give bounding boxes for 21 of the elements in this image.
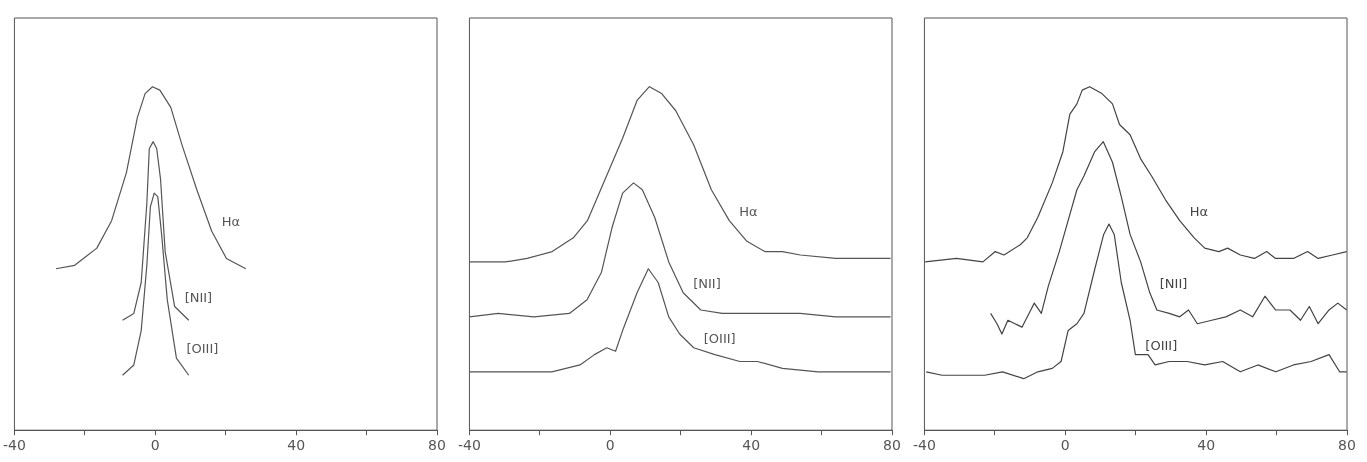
x-tick-label: 40 [1197,437,1216,454]
x-tick-label: -40 [458,437,481,454]
x-tick-label: -40 [3,437,26,454]
series-label: Hα [739,204,758,220]
x-tick-label: 80 [428,437,446,454]
series-label: [OIII] [186,341,219,357]
series-label: [OIII] [1145,338,1178,354]
x-tick-label: 80 [883,437,901,454]
series-label: Hα [1189,204,1209,220]
series-label: Hα [221,214,240,230]
x-tick-label: 0 [150,437,160,454]
x-tick-label: -40 [913,437,936,454]
x-tick-label: 80 [1338,437,1356,454]
series-label: [OIII] [703,331,736,347]
x-tick-label: 0 [605,437,615,454]
x-tick-label: 0 [1060,437,1070,454]
x-tick-label: 40 [287,437,306,454]
series-label: [NII] [1159,276,1188,292]
series-label: [NII] [693,276,721,292]
series-label: [NII] [184,289,213,305]
x-tick-label: 40 [742,437,761,454]
